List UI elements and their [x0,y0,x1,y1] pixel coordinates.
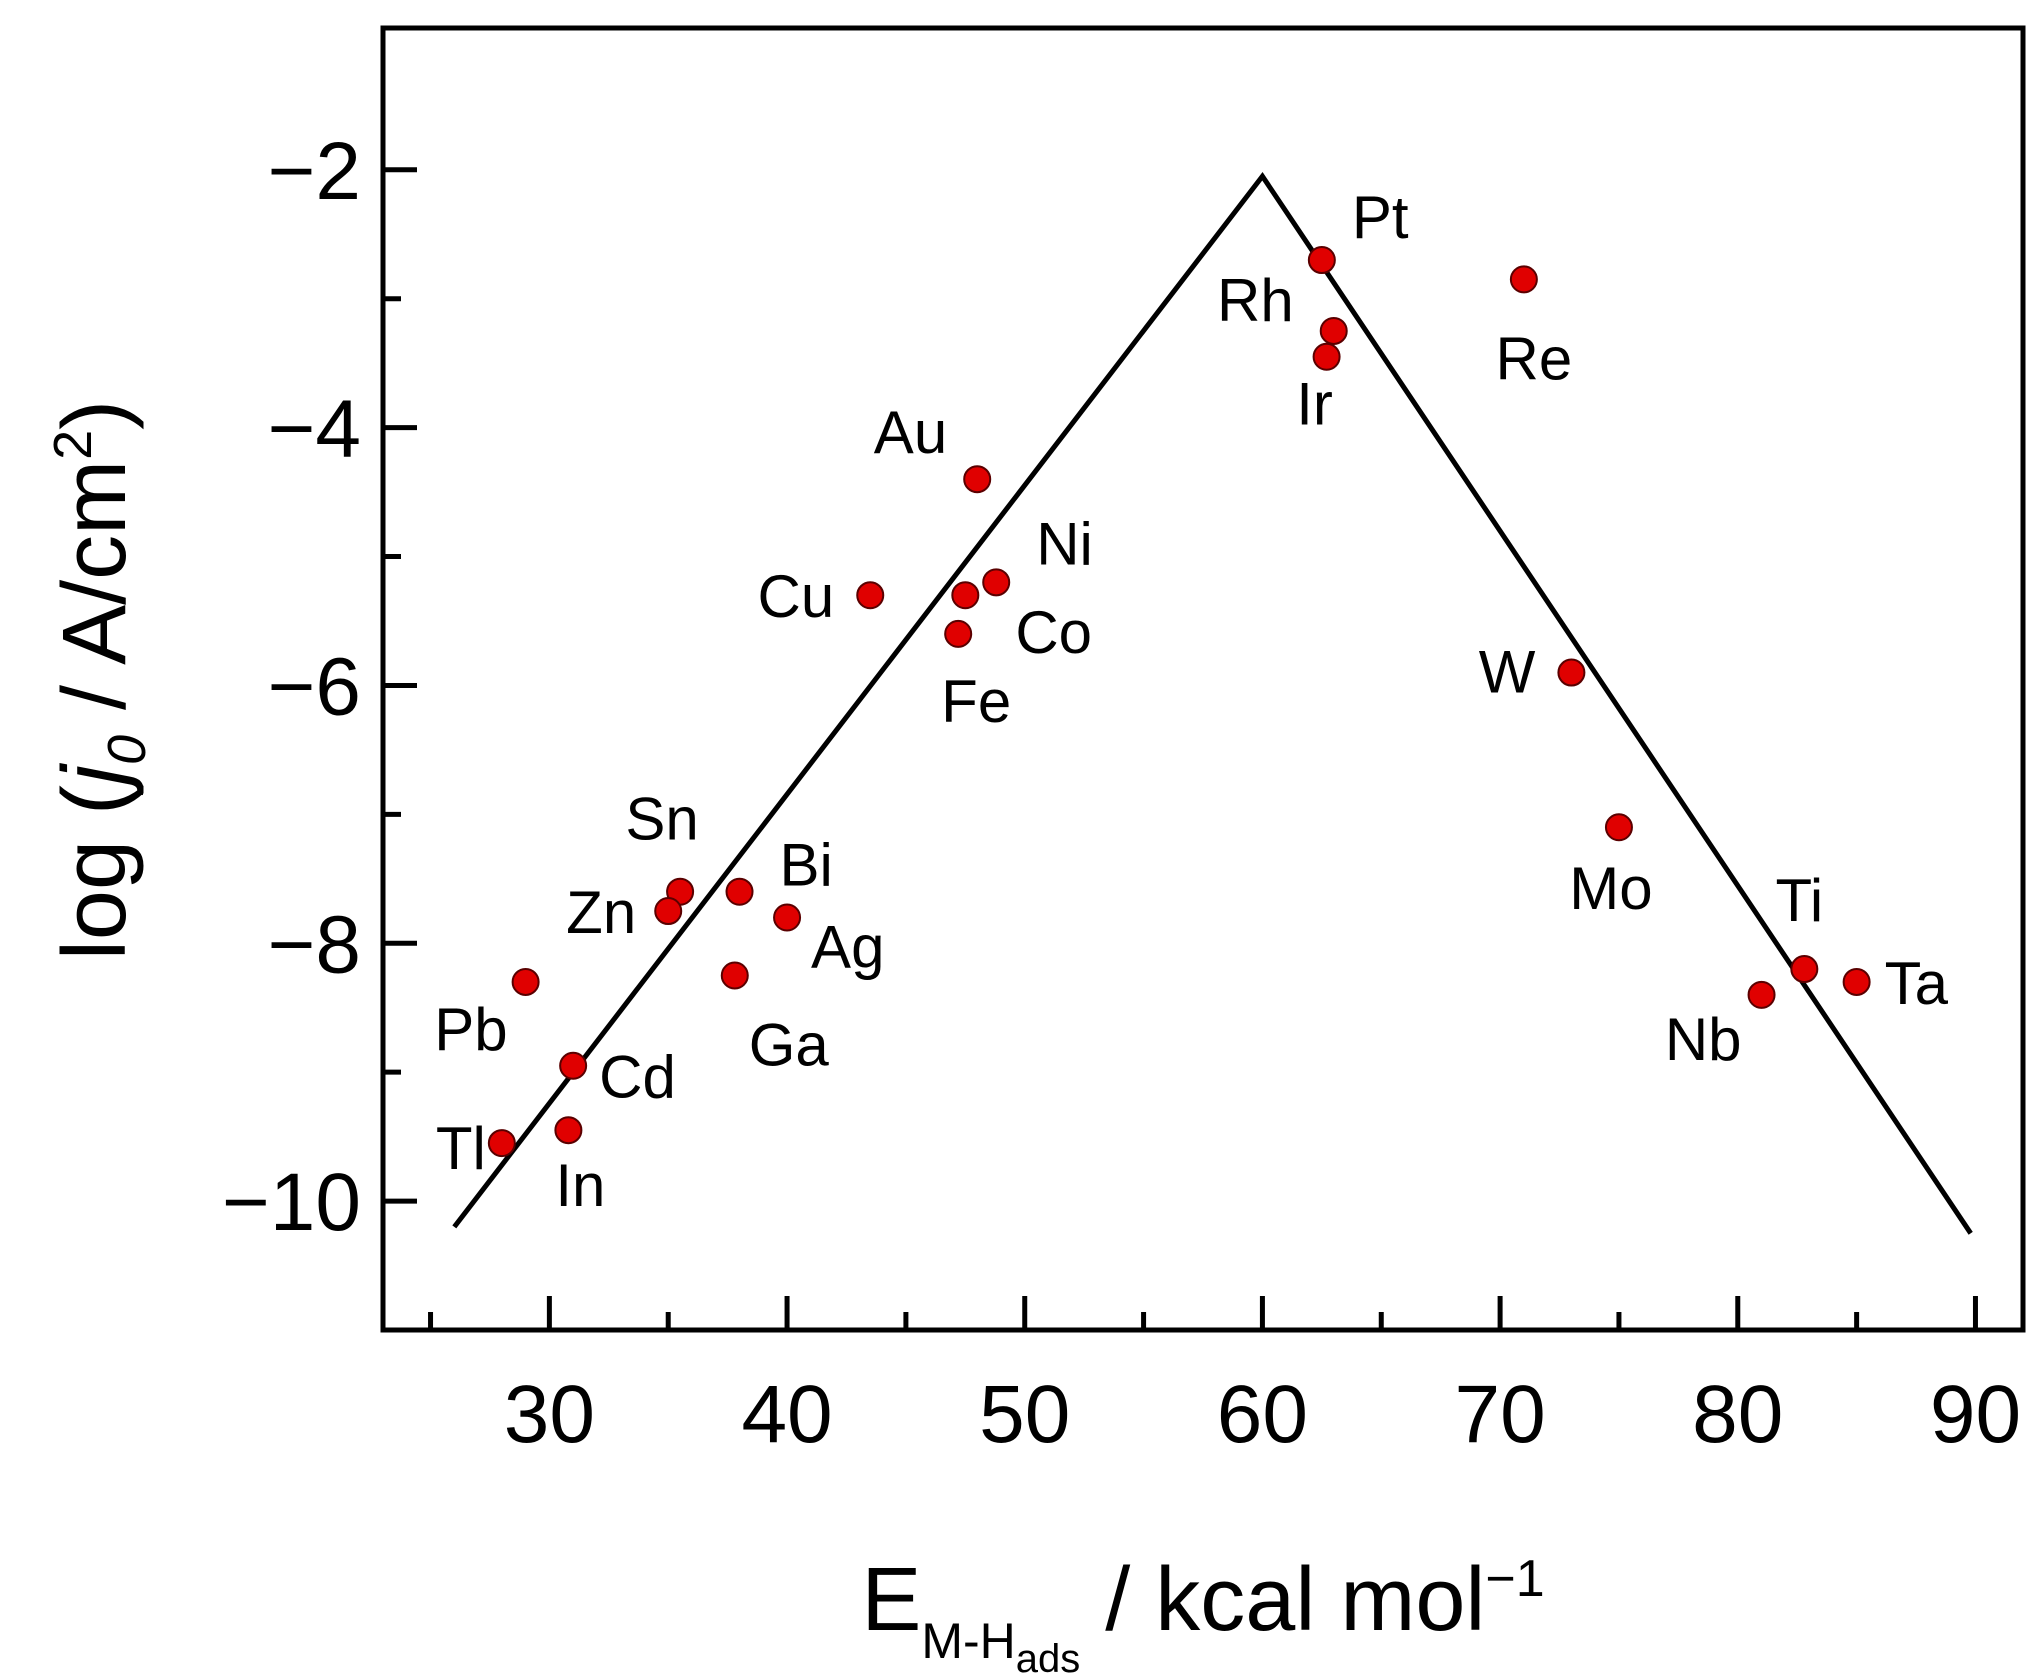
y-axis-title-suffix: / A/cm [45,460,145,735]
x-axis-title-subscript: M-H [921,1613,1015,1669]
x-axis-title-unit: / kcal mol [1080,1550,1485,1650]
y-axis-title-superscript: 2 [43,430,103,460]
x-tick-label-50: 50 [979,1369,1070,1460]
point-label-w: W [1479,639,1536,706]
point-label-zn: Zn [566,879,636,946]
data-point-au [963,465,992,494]
x-axis-title: EM-Hads / kcal mol−1 [861,1550,1544,1680]
point-label-re: Re [1496,325,1573,392]
axis-ticks-group: 30 40 50 60 70 80 90 −2 −4 −6 −8 −10 [222,126,2021,1460]
x-tick-label-90: 90 [1930,1369,2021,1460]
point-label-co: Co [1015,599,1092,666]
data-point-re [1509,265,1538,294]
x-tick-label-40: 40 [741,1369,832,1460]
point-label-pt: Pt [1352,184,1409,251]
trend-line-group [452,171,1973,1235]
point-label-in: In [555,1152,605,1219]
x-axis-title-main: E [861,1550,921,1650]
point-label-ag: Ag [811,913,884,980]
point-label-mo: Mo [1569,855,1652,922]
data-point-ni [982,568,1011,597]
point-label-ti: Ti [1775,867,1823,934]
data-point-in [554,1116,583,1145]
y-tick-label-6: −6 [268,641,362,732]
data-point-nb [1747,980,1776,1009]
data-point-cd [559,1051,588,1080]
y-axis-title-prefix: log ( [45,785,145,960]
data-point-rh [1319,316,1348,345]
volcano-trend-line [452,171,1973,1235]
point-label-ta: Ta [1885,950,1949,1017]
point-label-cu: Cu [758,563,835,630]
y-tick-label-10: −10 [222,1157,361,1248]
data-point-mo [1604,813,1633,842]
point-label-pb: Pb [434,996,507,1063]
point-label-ir: Ir [1296,371,1333,438]
data-point-ti [1790,955,1819,984]
point-label-au: Au [874,399,947,466]
point-label-tl: Tl [436,1115,486,1182]
x-axis-title-unit-superscript: −1 [1485,1550,1544,1608]
y-tick-label-8: −8 [268,899,362,990]
point-label-cd: Cd [599,1044,676,1111]
data-point-bi [725,877,754,906]
point-label-bi: Bi [780,832,833,899]
data-point-w [1557,658,1586,687]
point-label-nb: Nb [1665,1006,1742,1073]
y-axis-title: log (j0 / A/cm2) [43,400,157,960]
data-point-ir [1312,342,1341,371]
data-point-ta [1842,967,1871,996]
point-label-ni: Ni [1036,510,1093,577]
y-tick-label-4: −4 [268,384,362,475]
data-point-ag [773,903,802,932]
point-label-ga: Ga [749,1011,830,1078]
x-tick-label-70: 70 [1454,1369,1545,1460]
y-axis-title-close: ) [45,400,145,430]
point-label-fe: Fe [941,668,1011,735]
data-point-cu [856,581,885,610]
point-label-rh: Rh [1217,267,1294,334]
x-tick-label-30: 30 [504,1369,595,1460]
data-point-fe [944,619,973,648]
data-point-tl [487,1129,516,1158]
data-point-pb [511,967,540,996]
data-point-ga [720,961,749,990]
data-point-co [951,581,980,610]
x-tick-label-60: 60 [1217,1369,1308,1460]
point-label-sn: Sn [625,786,698,853]
x-tick-label-80: 80 [1692,1369,1783,1460]
y-axis-title-italic-subscript: 0 [97,735,157,765]
plot-frame [380,25,2026,1333]
y-tick-label-2: −2 [268,126,362,217]
data-point-pt [1307,246,1336,275]
data-point-zn [654,897,683,926]
x-axis-title-subsubscript: ads [1016,1637,1081,1680]
